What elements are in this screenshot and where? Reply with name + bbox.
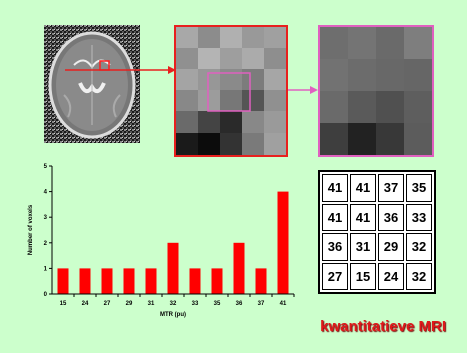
histogram-svg: 0 1 2 3 4 5 15 24 27 29 31 32 33 35 36 37 41 Number of … xyxy=(28,164,295,318)
bar xyxy=(233,242,245,294)
matrix-cell: 24 xyxy=(378,262,404,290)
brain-mri-graphic xyxy=(44,25,140,143)
matrix-cell: 29 xyxy=(378,233,404,261)
matrix-cell: 41 xyxy=(350,174,376,202)
caption-text: kwantitatieve MRI xyxy=(320,318,446,335)
x-tick-label: 24 xyxy=(82,301,89,307)
y-axis-ticks: 0 1 2 3 4 5 xyxy=(44,164,52,298)
bar xyxy=(167,242,179,294)
x-tick-label: 37 xyxy=(258,301,265,307)
matrix-cell: 41 xyxy=(350,203,376,231)
bar xyxy=(57,268,69,294)
matrix-cell: 35 xyxy=(406,174,432,202)
brain-mri-image xyxy=(44,25,140,143)
matrix-cell: 33 xyxy=(406,203,432,231)
matrix-cell: 15 xyxy=(350,262,376,290)
detail-voxel-grid xyxy=(320,27,432,155)
matrix-cell: 31 xyxy=(350,233,376,261)
bar xyxy=(145,268,157,294)
matrix-cell: 32 xyxy=(406,233,432,261)
x-tick-label: 27 xyxy=(104,301,111,307)
x-tick-label: 29 xyxy=(126,301,133,307)
x-tick-label: 31 xyxy=(148,301,155,307)
matrix-cell: 36 xyxy=(322,233,348,261)
matrix-cell: 37 xyxy=(378,174,404,202)
bar xyxy=(277,191,289,294)
x-tick-label: 32 xyxy=(170,301,177,307)
y-axis-label: Number of voxels xyxy=(28,204,34,255)
x-tick-label: 33 xyxy=(192,301,199,307)
x-axis-ticks: 15 24 27 29 31 32 33 35 36 37 41 xyxy=(60,294,295,307)
bar xyxy=(79,268,91,294)
y-tick-label: 1 xyxy=(44,266,48,272)
y-tick-label: 5 xyxy=(44,164,48,170)
x-tick-label: 35 xyxy=(214,301,221,307)
zoom-voxel-grid xyxy=(176,27,286,155)
mtr-value-matrix: 41 41 37 35 41 41 36 33 36 31 29 32 27 15 24 32 xyxy=(318,170,436,294)
voxel-detail-image xyxy=(318,25,434,157)
x-tick-label: 41 xyxy=(280,301,287,307)
mtr-histogram: 0 1 2 3 4 5 15 24 27 29 31 32 33 35 36 37 41 Number of … xyxy=(22,158,304,330)
y-tick-label: 4 xyxy=(44,190,48,196)
matrix-cell: 41 xyxy=(322,203,348,231)
bar xyxy=(189,268,201,294)
x-tick-label: 15 xyxy=(60,301,67,307)
y-tick-label: 3 xyxy=(44,215,48,221)
zoomed-voxel-image xyxy=(174,25,288,157)
bar xyxy=(101,268,113,294)
matrix-cell: 41 xyxy=(322,174,348,202)
x-tick-label: 36 xyxy=(236,301,243,307)
y-tick-label: 2 xyxy=(44,241,48,247)
bars xyxy=(57,191,289,294)
matrix-cell: 27 xyxy=(322,262,348,290)
y-tick-label: 0 xyxy=(44,292,48,298)
bar xyxy=(255,268,267,294)
selection-box xyxy=(207,72,251,112)
matrix-cell: 36 xyxy=(378,203,404,231)
bar xyxy=(211,268,223,294)
arrow-head-detail xyxy=(310,86,318,94)
x-axis-label: MTR (pu) xyxy=(160,312,186,318)
bar xyxy=(123,268,135,294)
arrow-head-zoom xyxy=(168,66,176,74)
matrix-cell: 32 xyxy=(406,262,432,290)
